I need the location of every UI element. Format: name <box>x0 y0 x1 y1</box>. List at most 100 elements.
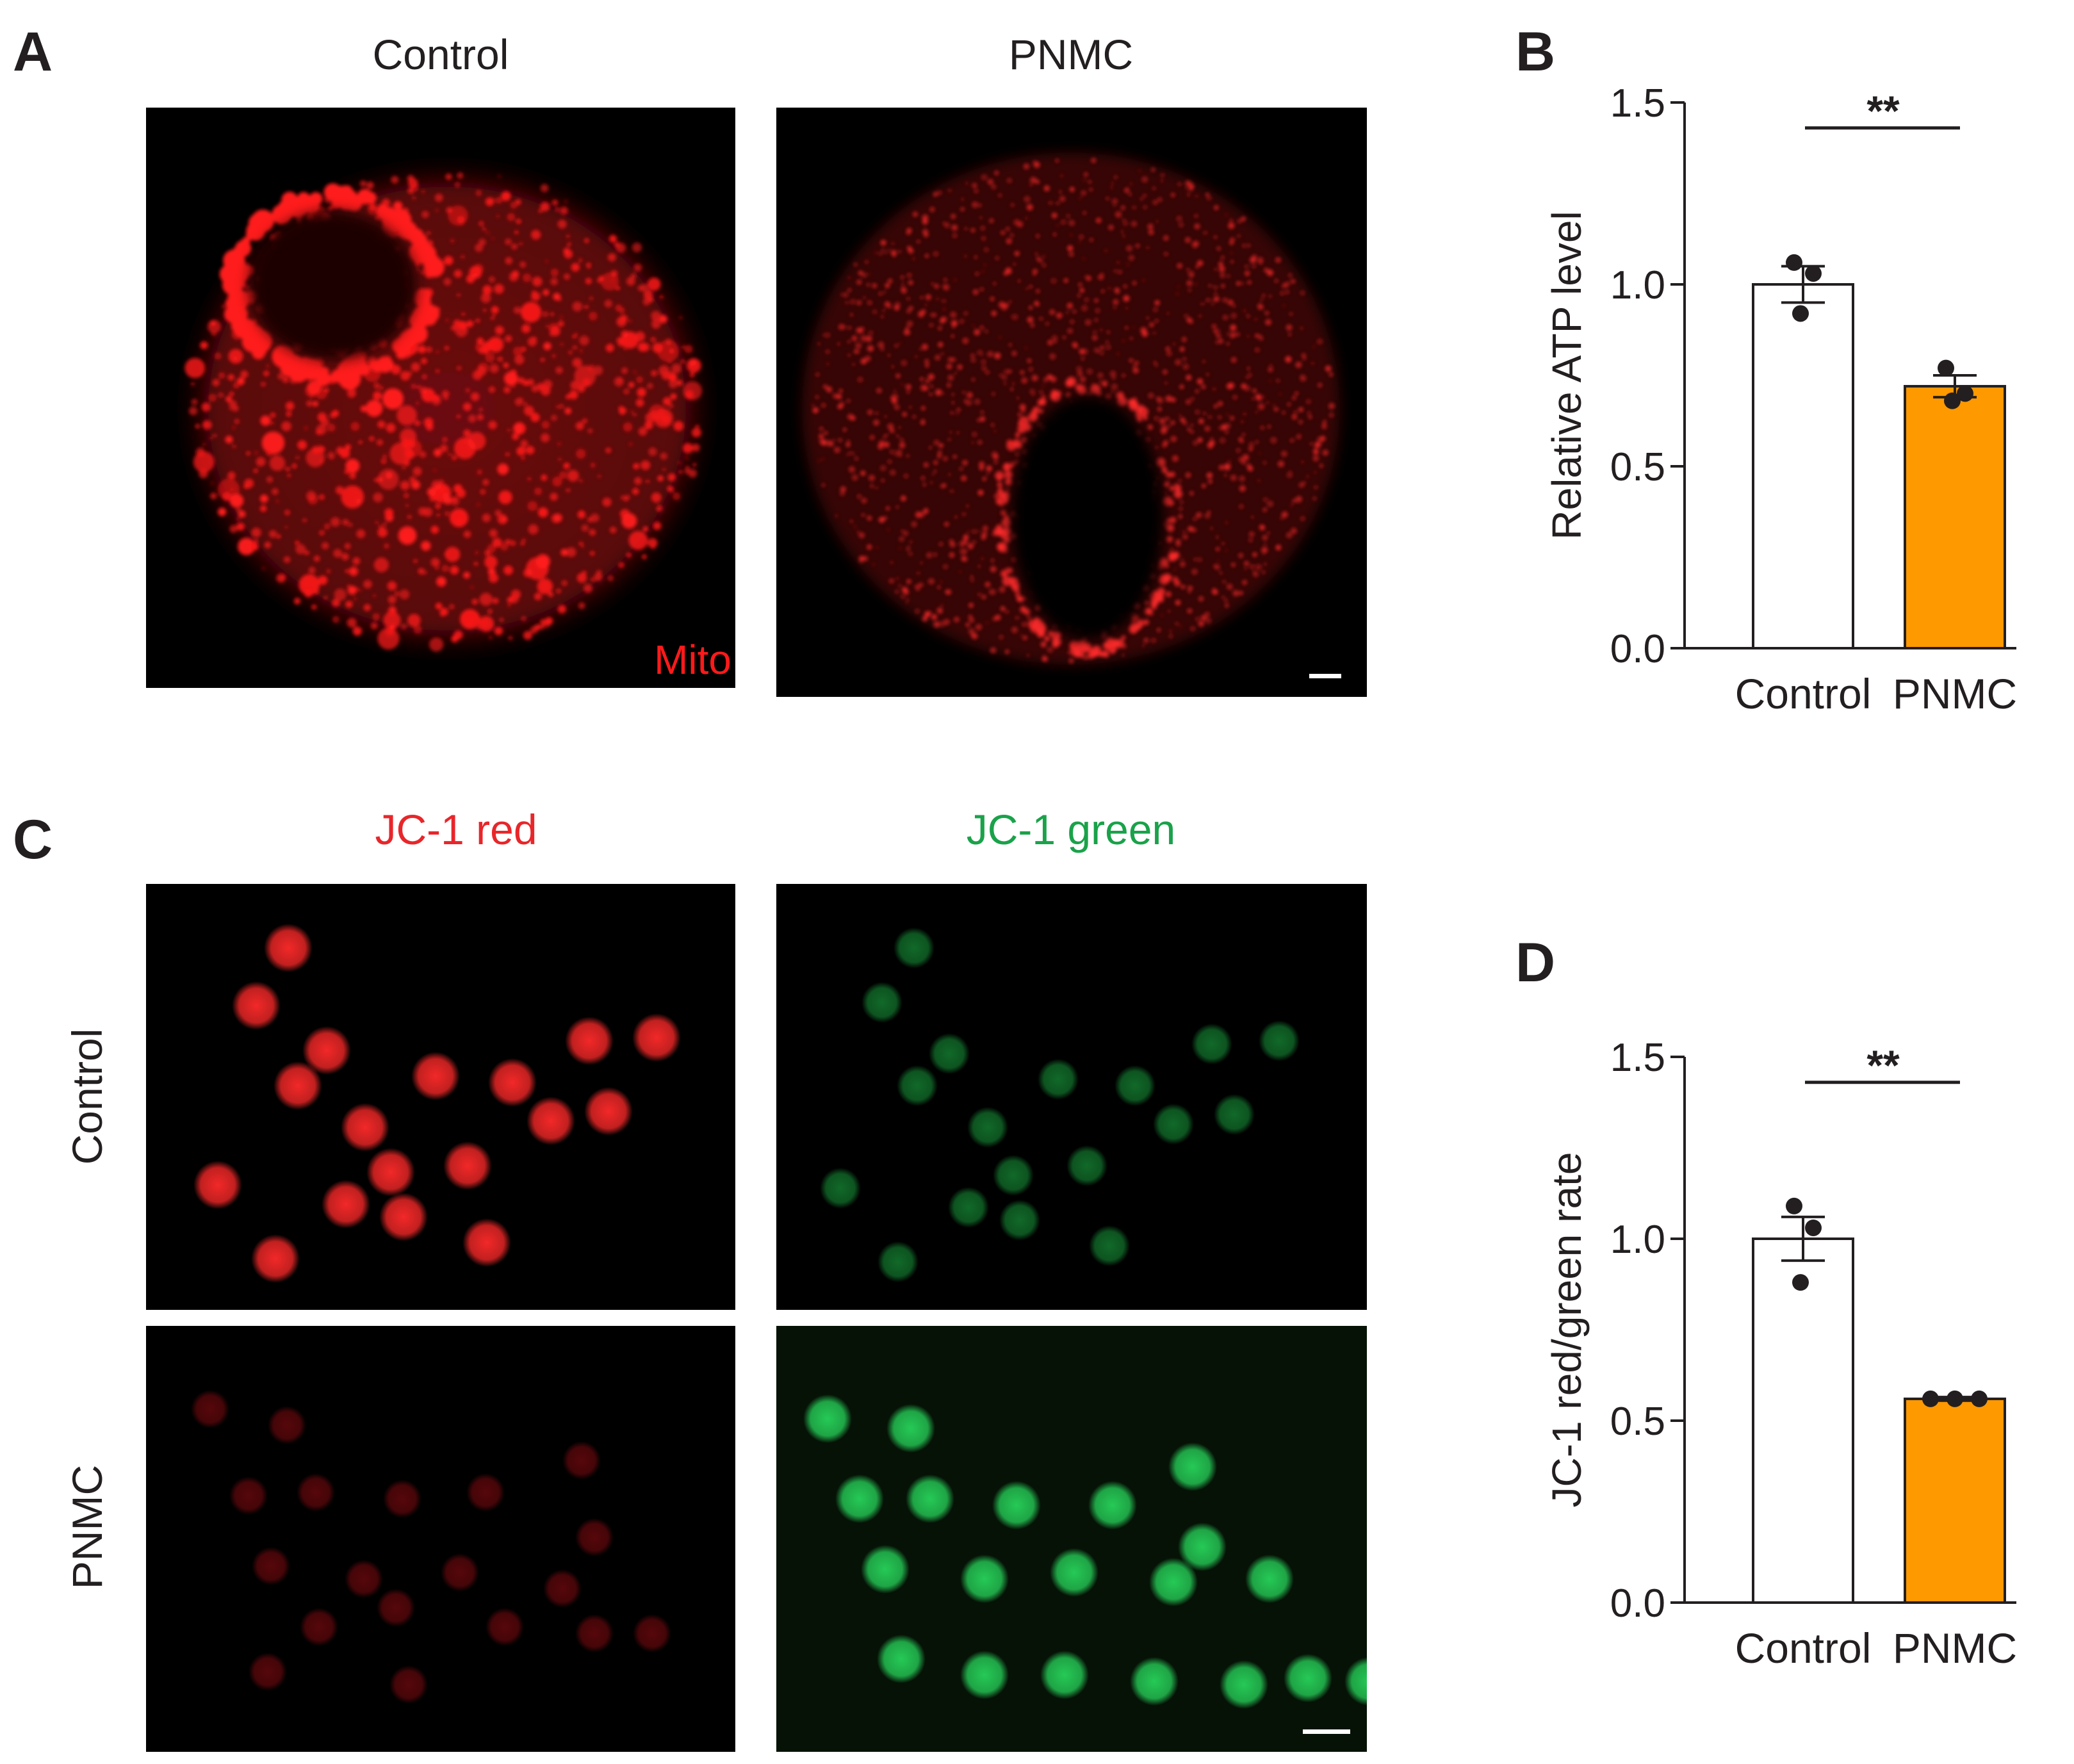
mito-pnmc-image <box>776 108 1367 697</box>
embryo <box>251 1234 300 1283</box>
embryo <box>820 1168 861 1209</box>
data-point <box>1792 305 1809 322</box>
embryo <box>878 1241 919 1282</box>
embryo <box>1130 1657 1179 1706</box>
y-tick-label: 0.5 <box>1610 1400 1665 1444</box>
embryo <box>948 1187 989 1228</box>
panel-d-letter: D <box>1515 932 1556 993</box>
data-point <box>1971 1390 1988 1407</box>
y-axis-label: Relative ATP level <box>1544 211 1590 539</box>
embryo <box>411 1052 460 1100</box>
embryo <box>383 1480 421 1518</box>
embryo <box>877 1635 926 1683</box>
embryo <box>861 982 902 1023</box>
embryo <box>1344 1657 1367 1706</box>
embryo <box>835 1474 884 1523</box>
data-point <box>1786 254 1802 271</box>
embryo <box>993 1155 1034 1196</box>
data-point <box>1944 392 1961 409</box>
y-tick-label: 0.5 <box>1610 445 1665 489</box>
mito-control-image: Mito <box>146 108 735 688</box>
embryo <box>366 1148 415 1196</box>
jc1-green-control-image <box>776 884 1367 1310</box>
embryo <box>584 1087 633 1136</box>
panel-b-letter: B <box>1515 21 1556 83</box>
embryo <box>1038 1059 1079 1100</box>
y-tick-label: 1.5 <box>1610 1036 1665 1080</box>
embryo <box>1178 1523 1227 1571</box>
panel-c-row-control: Control <box>63 1028 111 1165</box>
embryo <box>443 1141 492 1190</box>
embryo <box>999 1200 1040 1241</box>
embryo <box>894 927 935 968</box>
chart-b: 0.0 0.5 1.0 1.5 Relative ATP level Control PNM… <box>1544 81 2017 717</box>
embryo <box>562 1441 601 1480</box>
mito-stain-label: Mito <box>654 637 731 683</box>
panel-a-column-pnmc: PNMC <box>1008 31 1134 78</box>
embryo <box>297 1473 335 1512</box>
embryo <box>268 1406 306 1444</box>
embryo <box>462 1218 511 1267</box>
data-point <box>1947 1390 1963 1407</box>
embryo <box>543 1569 582 1608</box>
embryo <box>229 1476 268 1515</box>
x-tick-label: PNMC <box>1893 1624 2017 1672</box>
embryo <box>193 1161 242 1209</box>
embryo <box>274 1061 322 1110</box>
embryo <box>1220 1660 1268 1709</box>
scale-bar-c <box>1303 1729 1350 1734</box>
embryo <box>803 1394 852 1443</box>
x-tick-label: PNMC <box>1893 670 2017 717</box>
data-point <box>1922 1390 1939 1407</box>
embryo <box>1245 1555 1294 1603</box>
embryo <box>300 1608 338 1646</box>
embryo <box>1214 1094 1255 1135</box>
jc1-red-control-image <box>146 884 735 1310</box>
embryo <box>1191 1024 1232 1065</box>
bar-control <box>1752 1237 1854 1604</box>
embryo <box>322 1180 370 1229</box>
embryo <box>341 1103 389 1152</box>
bar-pnmc <box>1904 1397 2006 1604</box>
scale-bar <box>1309 674 1341 678</box>
embryo <box>1050 1548 1098 1597</box>
embryo <box>232 981 281 1030</box>
data-point <box>1938 359 1954 377</box>
data-point <box>1786 1197 1802 1214</box>
y-axis-label: JC-1 red/green rate <box>1544 1152 1590 1508</box>
embryo <box>1089 1225 1130 1266</box>
embryo <box>252 1547 290 1585</box>
embryo <box>575 1518 614 1556</box>
y-tick-label: 1.5 <box>1610 81 1665 126</box>
embryo <box>379 1193 428 1241</box>
embryo <box>264 924 313 972</box>
embryo <box>967 1107 1008 1148</box>
significance-stars: ** <box>1866 87 1900 135</box>
bar-control <box>1752 283 1854 649</box>
significance-stars: ** <box>1866 1041 1900 1089</box>
embryo <box>389 1665 428 1704</box>
panel-c-column-red: JC-1 red <box>375 806 537 853</box>
embryo <box>886 1404 935 1453</box>
embryo <box>960 1651 1009 1699</box>
embryo <box>1115 1065 1155 1106</box>
panel-c-letter: C <box>13 809 53 870</box>
embryo <box>345 1560 383 1598</box>
embryo <box>488 1058 537 1107</box>
jc1-red-pnmc-image <box>146 1326 735 1752</box>
data-point <box>1805 1219 1822 1236</box>
data-point <box>1957 385 1973 402</box>
bar-pnmc <box>1904 385 2006 649</box>
embryo <box>633 1614 671 1653</box>
embryo <box>486 1608 524 1646</box>
x-tick-label: Control <box>1735 670 1872 717</box>
embryo <box>302 1026 351 1075</box>
embryo <box>897 1065 938 1106</box>
embryo <box>992 1481 1041 1530</box>
embryo <box>1040 1651 1089 1699</box>
embryo <box>575 1614 614 1653</box>
panel-a-letter: A <box>13 21 53 83</box>
panel-c-column-green: JC-1 green <box>966 806 1176 853</box>
data-point <box>1792 1274 1809 1291</box>
embryo <box>1153 1104 1194 1145</box>
